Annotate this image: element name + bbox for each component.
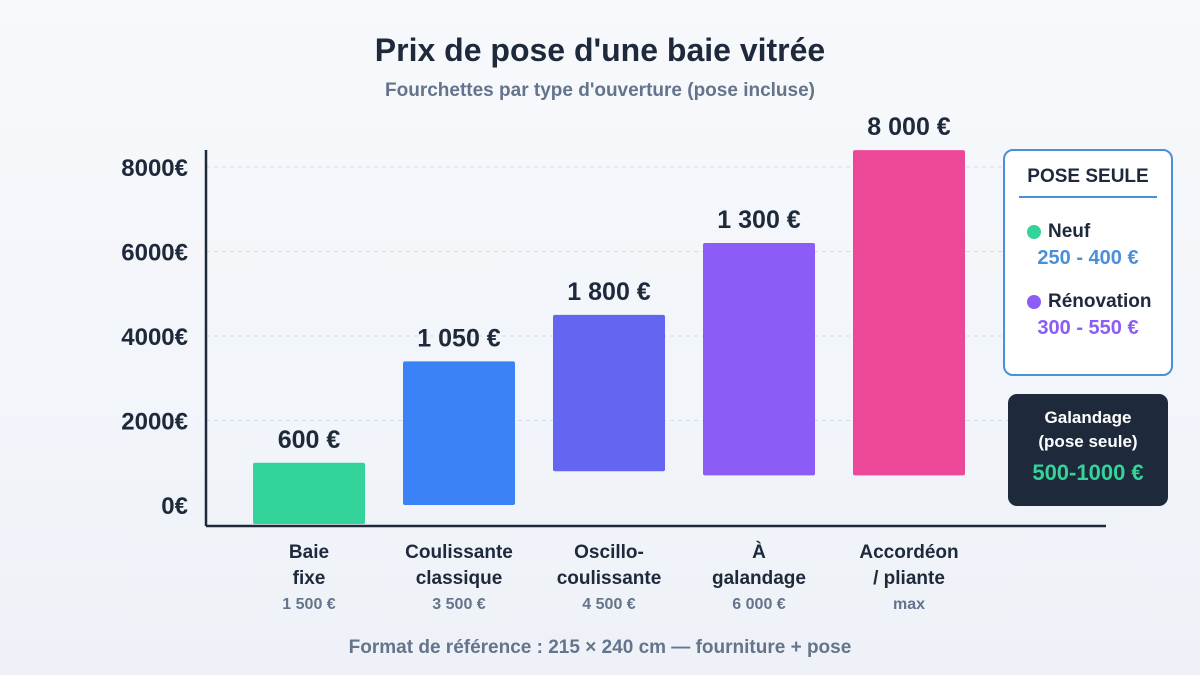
legend-item-neuf: Neuf (1027, 221, 1090, 243)
x-sub-label: 6 000 € (732, 596, 785, 613)
bar (253, 462, 365, 525)
x-tick-label: À (752, 541, 766, 563)
y-tick-label: 8000€ (121, 155, 188, 182)
legend-item-value: 300 - 550 € (1037, 317, 1139, 339)
bar-value-label: 1 800 € (567, 278, 651, 306)
bar (703, 243, 815, 476)
x-tick-label: / pliante (873, 568, 945, 589)
bar (853, 150, 965, 476)
y-tick-label: 2000€ (121, 409, 188, 436)
galandage-value: 500-1000 € (1032, 460, 1144, 485)
x-tick-label: Coulissante (405, 542, 513, 563)
chart-subtitle: Fourchettes par type d'ouverture (pose i… (385, 80, 815, 101)
y-tick-label: 4000€ (121, 324, 188, 351)
galandage-box: Galandage (pose seule) 500-1000 € (1008, 394, 1168, 506)
legend-item-value: 250 - 400 € (1037, 247, 1139, 269)
x-sub-label: max (893, 596, 925, 613)
galandage-label: Galandage (pose seule) (1008, 406, 1168, 454)
legend-item-label: Neuf (1048, 221, 1091, 242)
x-tick-label: galandage (712, 568, 806, 589)
legend-item-label: Rénovation (1048, 291, 1152, 312)
footer-note: Format de référence : 215 × 240 cm — fou… (348, 637, 852, 658)
bar (553, 314, 665, 472)
galandage-label-line1: Galandage (1044, 408, 1132, 427)
x-tick-label: Oscillo- (574, 542, 644, 563)
x-tick-label: coulissante (557, 568, 662, 589)
legend-divider (1019, 196, 1157, 198)
x-sub-label: 1 500 € (282, 596, 335, 613)
dot-icon (1027, 295, 1041, 309)
x-tick-label: fixe (293, 568, 326, 589)
x-sub-label: 4 500 € (582, 596, 635, 613)
x-sub-label: 3 500 € (432, 596, 485, 613)
bar-value-label: 1 050 € (417, 324, 501, 352)
bar-value-label: 8 000 € (867, 113, 951, 141)
x-tick-label: Baie (289, 542, 329, 563)
pose-seule-legend: POSE SEULE Neuf 250 - 400 € Rénovation 3… (1003, 149, 1173, 376)
bar-value-label: 1 300 € (717, 206, 801, 234)
y-tick-label: 0€ (161, 493, 188, 520)
y-tick-label: 6000€ (121, 240, 188, 267)
x-tick-label: Accordéon (859, 542, 958, 563)
galandage-label-line2: (pose seule) (1038, 432, 1138, 451)
dot-icon (1027, 225, 1041, 239)
chart-title: Prix de pose d'une baie vitrée (374, 32, 826, 68)
legend-item-renovation: Rénovation (1027, 291, 1151, 313)
bar-value-label: 600 € (278, 426, 341, 454)
x-tick-label: classique (416, 568, 503, 589)
bar (403, 361, 515, 505)
legend-title: POSE SEULE (1027, 166, 1149, 187)
